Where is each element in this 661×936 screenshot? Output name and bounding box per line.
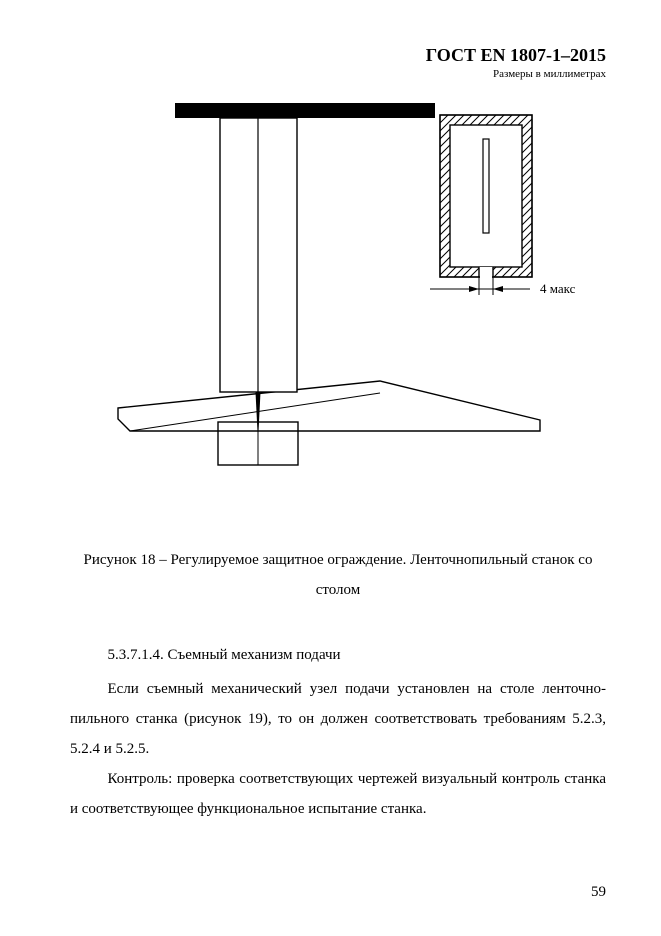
figure-18: 4 макс [70,95,606,515]
svg-text:4 макс: 4 макс [540,281,576,296]
paragraph-requirement: Если съемный механический узел подачи ус… [70,674,606,764]
figure-caption: Рисунок 18 – Регулируемое защитное ограж… [70,545,606,605]
figure-drawing: 4 макс [70,95,590,495]
document-number: ГОСТ EN 1807-1–2015 [70,45,606,66]
paragraph-control: Контроль: проверка соответствующих черте… [70,764,606,824]
units-note: Размеры в миллиметрах [70,68,606,80]
section-number-title: 5.3.7.1.4. Съемный механизм подачи [70,640,606,670]
page-number: 59 [591,884,606,901]
page-header: ГОСТ EN 1807-1–2015 Размеры в миллиметра… [70,45,606,80]
body-text: 5.3.7.1.4. Съемный механизм подачи Если … [70,640,606,824]
